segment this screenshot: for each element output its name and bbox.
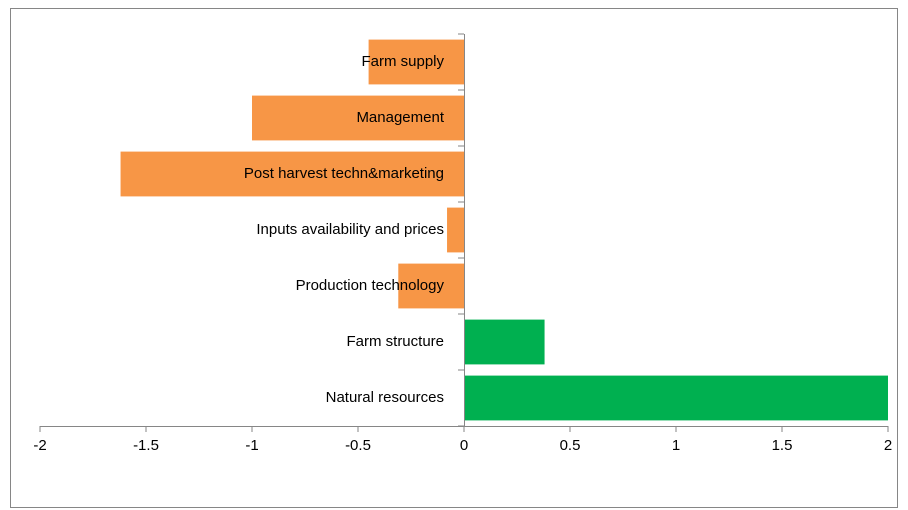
category-label: Farm supply [361,53,444,70]
bar [464,375,888,421]
bar [464,319,545,365]
x-tick-label: -1 [245,437,258,454]
category-label: Production technology [296,277,445,294]
x-tick-label: -2 [33,437,46,454]
bar [447,207,464,253]
bar [120,151,464,197]
category-label: Farm structure [346,333,444,350]
bar [252,95,464,141]
x-tick-label: 0.5 [560,437,581,454]
category-label: Management [356,109,444,126]
x-tick-label: 0 [460,437,468,454]
bar [398,263,464,309]
x-tick-label: 1 [672,437,680,454]
chart-border [10,8,898,508]
x-tick-label: 1.5 [772,437,793,454]
bar [368,39,464,85]
x-tick-label: 2 [884,437,892,454]
category-label: Post harvest techn&marketing [244,165,444,182]
category-label: Natural resources [326,389,444,406]
category-label: Inputs availability and prices [256,221,444,238]
x-tick-label: -1.5 [133,437,159,454]
x-tick-label: -0.5 [345,437,371,454]
